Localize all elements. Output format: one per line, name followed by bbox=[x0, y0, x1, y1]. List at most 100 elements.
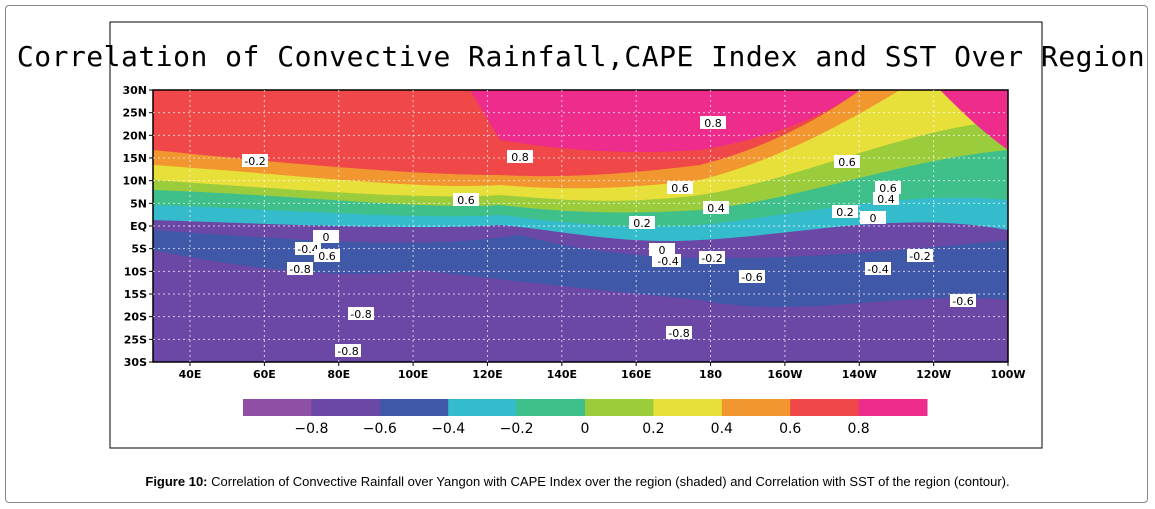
colorbar-swatch bbox=[585, 399, 654, 416]
contour-label-box bbox=[242, 154, 268, 167]
contour-label-box bbox=[313, 230, 339, 243]
contour-label: 0.4 bbox=[707, 202, 725, 215]
axis-labels: 30N 25N 20N 15N 10N 5N EQ 5S 10S 15S 20S 25S 30S 40E 6… bbox=[122, 84, 1025, 381]
contour-label: 0.2 bbox=[836, 206, 854, 219]
contour-label: -0.2 bbox=[701, 252, 722, 265]
contour-label-box bbox=[453, 193, 479, 206]
lon-label: 140W bbox=[842, 368, 877, 381]
contour-label: 0.4 bbox=[877, 193, 895, 206]
contour-label: -0.8 bbox=[337, 345, 358, 358]
map-title: Correlation of Convective Rainfall,CAPE … bbox=[17, 40, 1145, 73]
contour-label: 0.6 bbox=[318, 250, 336, 263]
colorbar-label: 0.6 bbox=[779, 421, 801, 437]
contour-label: 0.6 bbox=[838, 156, 856, 169]
contour-label: -0.6 bbox=[952, 295, 973, 308]
contour-label: -0.4 bbox=[657, 255, 678, 268]
colorbar-swatch bbox=[721, 399, 791, 416]
contour-label: 0 bbox=[870, 212, 877, 225]
lon-label: 60E bbox=[253, 368, 276, 381]
contour-label-box bbox=[700, 116, 726, 129]
lon-label: 180 bbox=[699, 368, 722, 381]
contour-label: 0 bbox=[659, 244, 666, 257]
colorbar-label: −0.2 bbox=[500, 421, 534, 437]
lat-label: 30S bbox=[124, 356, 147, 369]
lon-label: 120E bbox=[472, 368, 502, 381]
contour-label-box bbox=[873, 192, 899, 205]
lon-label: 120W bbox=[916, 368, 951, 381]
contour-label-box bbox=[950, 294, 976, 307]
lat-label: EQ bbox=[130, 220, 147, 233]
colorbar-label: −0.6 bbox=[363, 421, 397, 437]
lat-label: 25N bbox=[122, 107, 147, 120]
contour-label-box bbox=[287, 262, 313, 275]
contour-label-box bbox=[860, 211, 886, 224]
contour-label: -0.8 bbox=[350, 308, 371, 321]
lat-label: 15S bbox=[124, 288, 147, 301]
lon-label: 100W bbox=[990, 368, 1025, 381]
lon-label: 40E bbox=[179, 368, 202, 381]
contour-label: -0.4 bbox=[867, 263, 888, 276]
lat-label: 20S bbox=[124, 311, 147, 324]
lon-label: 160E bbox=[621, 368, 651, 381]
lat-label: 15N bbox=[122, 152, 147, 165]
contour-label: 0.6 bbox=[879, 182, 897, 195]
colorbar-label: 0.8 bbox=[847, 421, 869, 437]
colorbar-label: −0.4 bbox=[431, 421, 465, 437]
caption-text: Correlation of Convective Rainfall over … bbox=[211, 474, 1010, 489]
contour-label: 0.8 bbox=[704, 117, 722, 130]
contour-label: -0.2 bbox=[244, 155, 265, 168]
lat-label: 25S bbox=[124, 333, 147, 346]
contour-label-box bbox=[875, 181, 901, 194]
colorbar-swatch bbox=[858, 399, 928, 416]
contour-label-box bbox=[667, 181, 693, 194]
contour-label: 0.8 bbox=[511, 151, 529, 164]
contour-label-box bbox=[649, 243, 675, 256]
colorbar-swatch bbox=[653, 399, 723, 416]
contour-label: 0 bbox=[323, 231, 330, 244]
contour-label-box bbox=[834, 155, 860, 168]
lat-label: 5S bbox=[131, 243, 147, 256]
lat-label: 20N bbox=[122, 129, 147, 142]
contour-label: 0.6 bbox=[457, 194, 475, 207]
colorbar: −0.8 −0.6 −0.4 −0.2 0 0.2 0.4 0.6 0.8 bbox=[243, 399, 928, 437]
lat-label: 5N bbox=[130, 197, 147, 210]
contour-label-box bbox=[655, 254, 681, 267]
colorbar-swatch bbox=[311, 399, 381, 416]
contour-label-box bbox=[507, 150, 533, 163]
colorbar-label: −0.8 bbox=[294, 421, 328, 437]
contour-label-box bbox=[699, 251, 725, 264]
contour-label: -0.8 bbox=[289, 263, 310, 276]
lon-label: 100E bbox=[398, 368, 428, 381]
lat-label: 30N bbox=[122, 84, 147, 97]
colorbar-swatch bbox=[448, 399, 518, 416]
colorbar-swatch bbox=[379, 399, 449, 416]
contour-label-box bbox=[865, 262, 891, 275]
contour-label: -0.4 bbox=[297, 243, 318, 256]
contour-label: 0.2 bbox=[633, 217, 651, 230]
contour-label-box bbox=[907, 249, 933, 262]
colorbar-label: 0 bbox=[581, 421, 590, 437]
lat-label: 10N bbox=[122, 175, 147, 188]
contour-label-box bbox=[703, 201, 729, 214]
lon-label: 160W bbox=[767, 368, 802, 381]
lon-label: 140E bbox=[547, 368, 577, 381]
colorbar-label: 0.4 bbox=[711, 421, 733, 437]
contour-label: -0.2 bbox=[909, 250, 930, 263]
figure-frame bbox=[5, 5, 1148, 503]
caption: Figure 10: Correlation of Convective Rai… bbox=[0, 474, 1155, 489]
contour-label-box bbox=[335, 344, 361, 357]
contour-label: -0.6 bbox=[741, 271, 762, 284]
lon-label: 80E bbox=[327, 368, 350, 381]
colorbar-swatch bbox=[243, 399, 312, 416]
colorbar-swatch bbox=[790, 399, 860, 416]
contour-label-box bbox=[739, 270, 765, 283]
caption-label: Figure 10: bbox=[145, 474, 208, 489]
contour-label-box bbox=[348, 307, 374, 320]
lat-label: 10S bbox=[124, 265, 147, 278]
contour-labels: -0.20.80.80.60.60.60.40.60.40.20.2 00-0.4… bbox=[242, 116, 976, 358]
colorbar-swatch bbox=[516, 399, 586, 416]
contour-label: -0.8 bbox=[668, 327, 689, 340]
colorbar-label: 0.2 bbox=[642, 421, 664, 437]
contour-label-box bbox=[314, 249, 340, 262]
